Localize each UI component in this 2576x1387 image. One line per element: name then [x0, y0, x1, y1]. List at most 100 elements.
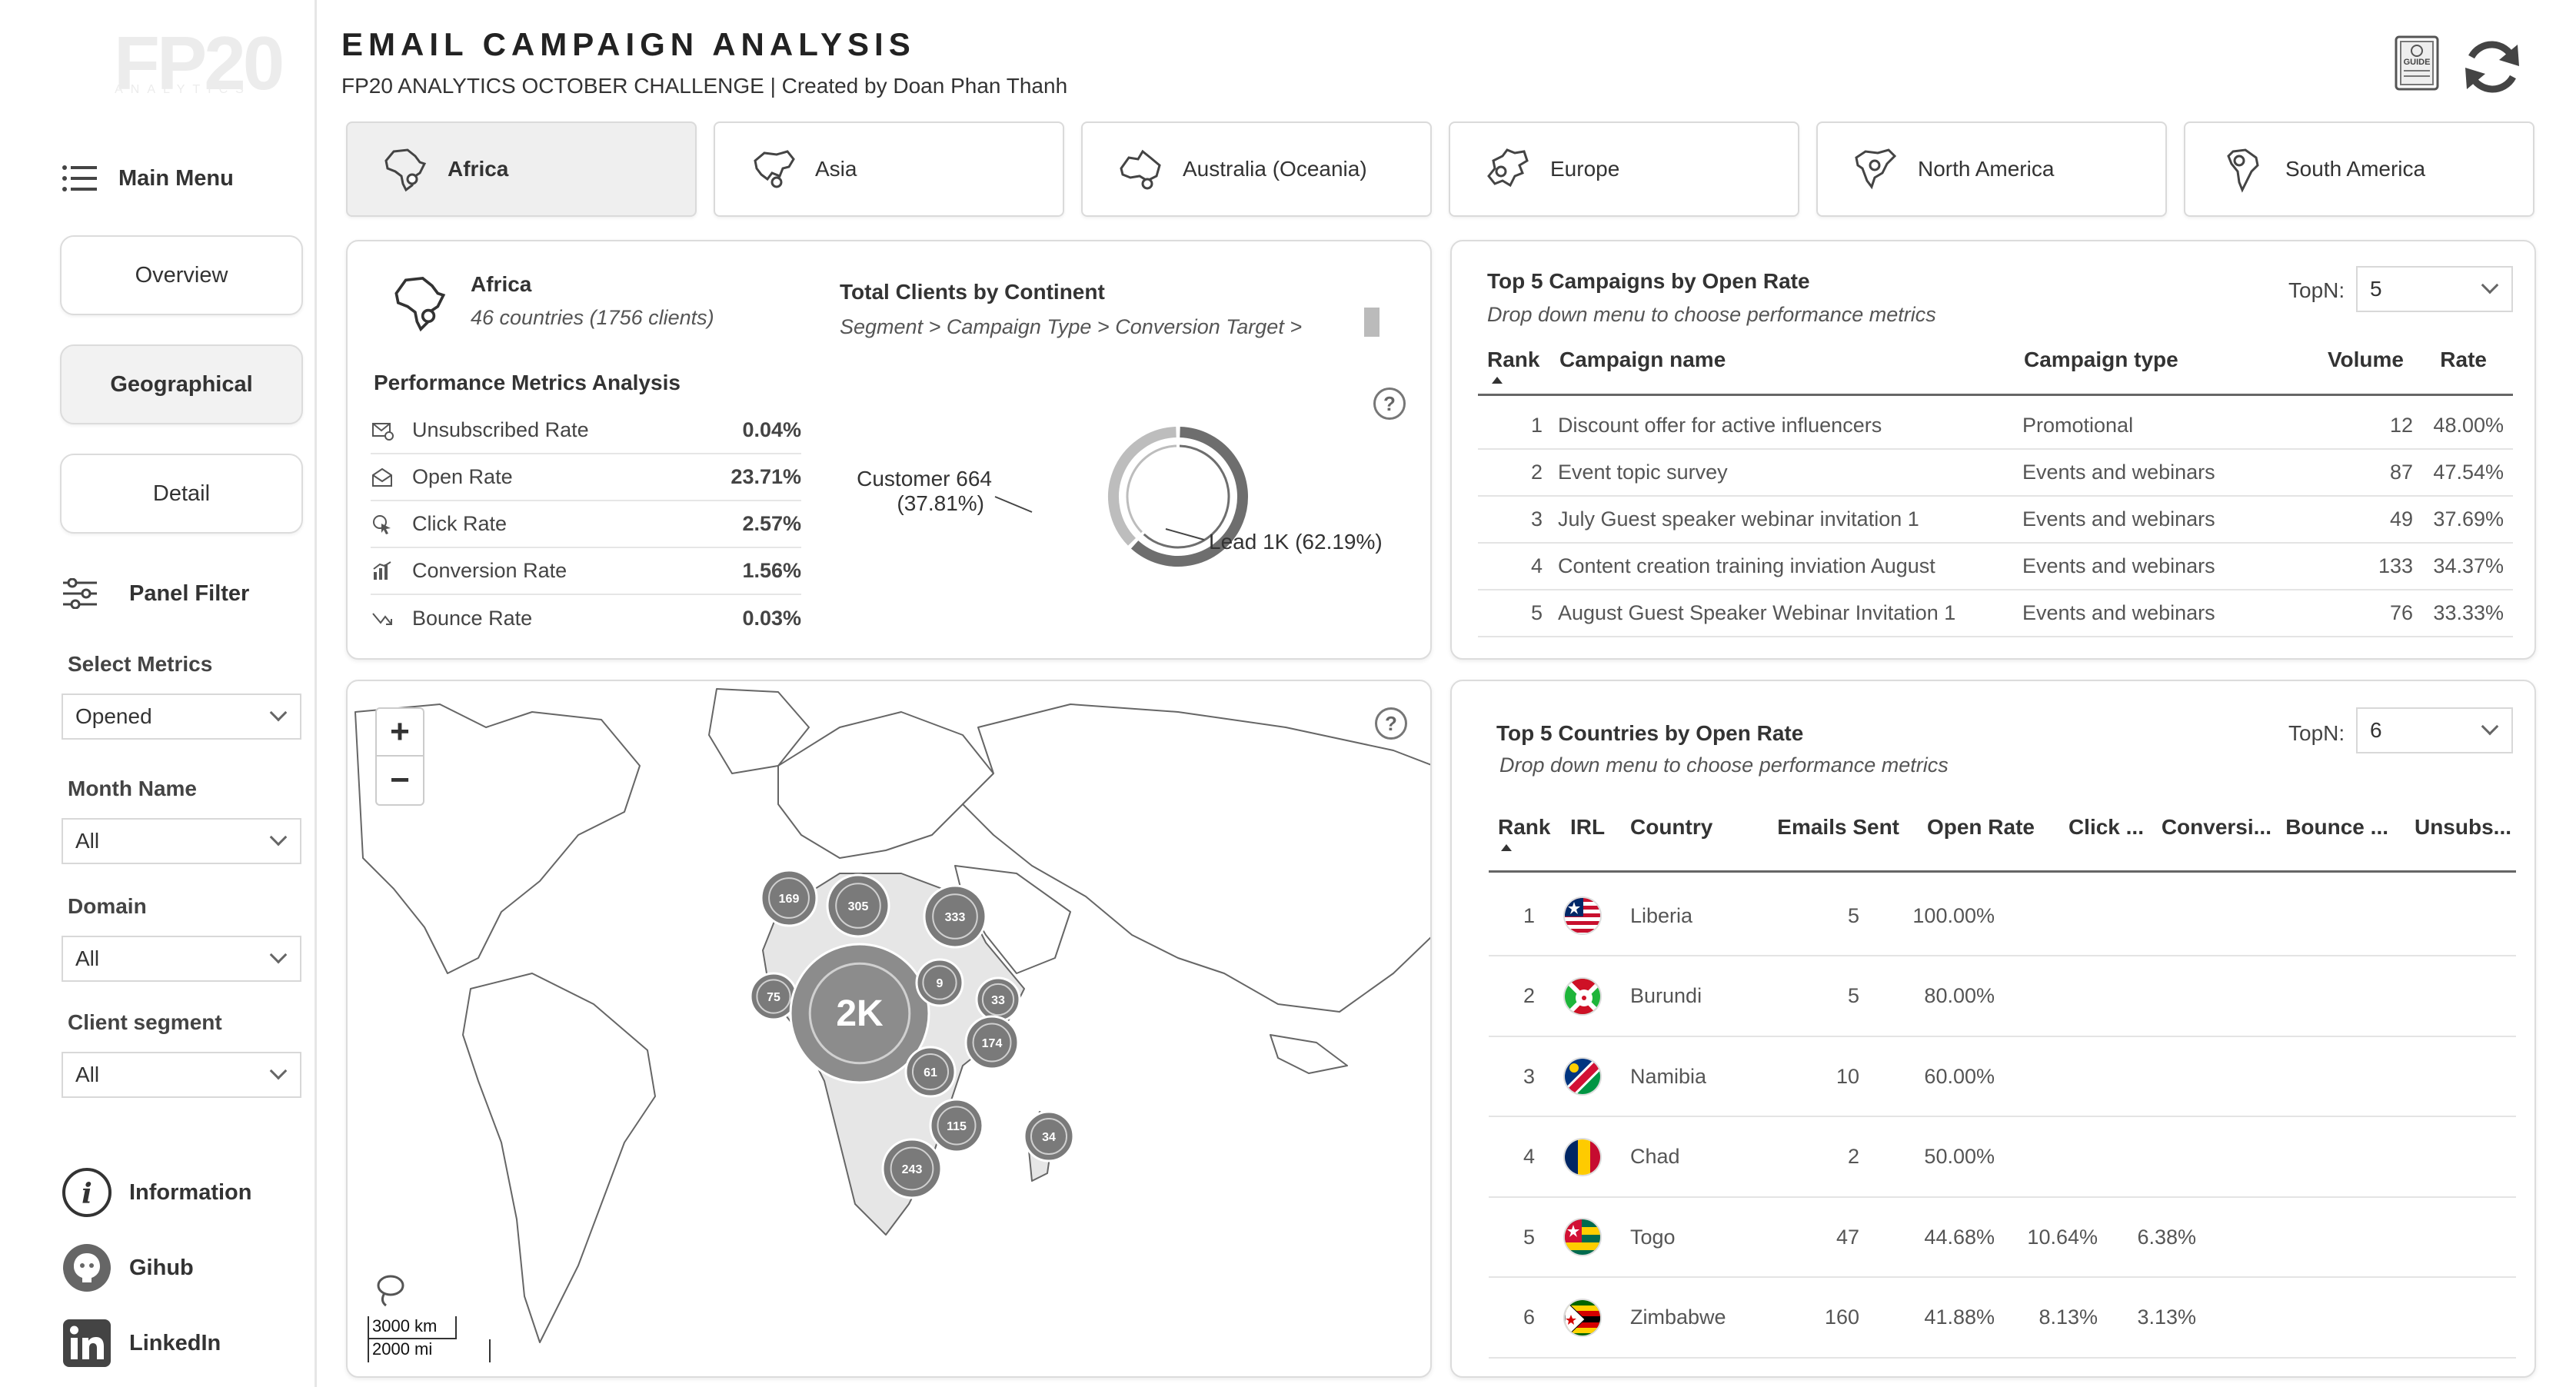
tab-south-america[interactable]: South America	[2184, 121, 2534, 217]
tab-north-america[interactable]: North America	[1816, 121, 2167, 217]
nav-overview[interactable]: Overview	[60, 235, 303, 315]
campaign-rate-cell: 33.33%	[2433, 601, 2504, 624]
map-cluster-label: 2K	[836, 993, 884, 1034]
column-conversion[interactable]: Conversi...	[2161, 815, 2271, 839]
country-conv-cell: 6.38%	[2137, 1225, 2196, 1249]
country-sent-cell: 10	[1835, 1064, 1859, 1088]
table-row[interactable]: 4 Chad 2 50.00%	[1489, 1118, 2516, 1198]
tab-australia[interactable]: Australia (Oceania)	[1081, 121, 1432, 217]
metric-value: 0.04%	[742, 418, 801, 441]
page-subtitle: FP20 ANALYTICS OCTOBER CHALLENGE | Creat…	[341, 74, 1068, 98]
map-cluster-label: 115	[947, 1120, 967, 1133]
donut-breadcrumb[interactable]: Segment > Campaign Type > Conversion Tar…	[840, 315, 1303, 338]
tab-africa[interactable]: Africa	[346, 121, 697, 217]
donut-slice-lead[interactable]	[1130, 427, 1248, 567]
campaign-type-cell: Events and webinars	[2022, 461, 2215, 484]
column-emails-sent[interactable]: Emails Sent	[1777, 815, 1899, 839]
countries-topn-dropdown[interactable]: 6	[2356, 707, 2513, 753]
column-campaign-type[interactable]: Campaign type	[2024, 348, 2178, 371]
tab-europe[interactable]: Europe	[1449, 121, 1799, 217]
campaigns-topn-dropdown[interactable]: 5	[2356, 266, 2513, 312]
table-row[interactable]: 2 Burundi 5 80.00%	[1489, 957, 2516, 1037]
linkedin-icon	[63, 1319, 111, 1367]
column-open-rate[interactable]: Open Rate	[1926, 815, 2035, 839]
campaign-rate-cell: 37.69%	[2433, 507, 2504, 531]
flag-burundi-icon	[1563, 976, 1602, 1016]
campaign-name-cell: Discount offer for active influencers	[1558, 414, 1882, 437]
column-rank[interactable]: Rank	[1498, 815, 1551, 839]
scale-mi: 2000 mi	[368, 1339, 491, 1362]
table-row[interactable]: 6 Zimbabwe 160 41.88% 8.13% 3.13%	[1489, 1279, 2516, 1359]
filter-sliders-icon	[63, 578, 97, 609]
column-bounce[interactable]: Bounce ...	[2285, 815, 2388, 839]
country-country-cell: Togo	[1630, 1225, 1676, 1249]
table-row[interactable]: 4 Content creation training inviation Aug…	[1478, 544, 2513, 590]
sort-ascending-icon	[1501, 844, 1512, 851]
guide-button[interactable]: GUIDE	[2393, 34, 2442, 96]
map-cluster-label: 33	[991, 994, 1005, 1007]
table-row[interactable]: 5 August Guest Speaker Webinar Invitation…	[1478, 590, 2513, 637]
map-cluster-label: 61	[924, 1066, 937, 1079]
summary-continent: Africa	[471, 272, 532, 296]
select-metrics-dropdown[interactable]: Opened	[62, 694, 301, 740]
donut-label-lead: Lead 1K (62.19%)	[1209, 530, 1383, 554]
chevron-down-icon	[269, 1062, 288, 1080]
column-irl[interactable]: IRL	[1570, 815, 1606, 839]
main-menu-button[interactable]: Main Menu	[62, 163, 234, 194]
world-map[interactable]: 169 305 333 75 2K 9 33 174 61 115 34 243	[348, 681, 1432, 1378]
country-sent-cell: 2	[1847, 1145, 1859, 1168]
campaign-type-cell: Promotional	[2022, 414, 2134, 437]
sidebar: FP20 ANALYTICS Main Menu Overview Geogra…	[0, 0, 317, 1387]
month-name-dropdown[interactable]: All	[62, 818, 301, 864]
map-cluster-ring	[1030, 1117, 1068, 1156]
donut-slice-customer[interactable]	[1108, 427, 1177, 546]
lasso-select-icon[interactable]	[375, 1273, 406, 1309]
metric-row-open: Open Rate 23.71%	[371, 454, 801, 501]
help-icon[interactable]: ?	[1373, 387, 1406, 420]
campaign-rate-cell: 34.37%	[2433, 554, 2504, 577]
column-campaign-name[interactable]: Campaign name	[1559, 348, 1726, 371]
table-row[interactable]: 2 Event topic survey Events and webinars 87…	[1478, 450, 2513, 497]
table-row[interactable]: 1 Liberia 5 100.00%	[1489, 876, 2516, 956]
column-unsubscribed[interactable]: Unsubs...	[2414, 815, 2511, 839]
donut-inner-ring	[1126, 444, 1177, 534]
tab-asia[interactable]: Asia	[714, 121, 1064, 217]
column-country[interactable]: Country	[1630, 815, 1713, 839]
client-segment-dropdown[interactable]: All	[62, 1052, 301, 1098]
column-click[interactable]: Click ...	[2068, 815, 2144, 839]
github-link[interactable]: Gihub	[62, 1242, 194, 1293]
column-rank[interactable]: Rank	[1487, 348, 1540, 371]
table-row[interactable]: 3 Namibia 10 60.00%	[1489, 1037, 2516, 1117]
nav-detail[interactable]: Detail	[60, 454, 303, 534]
table-row[interactable]: 5 Togo 47 44.68% 10.64% 6.38%	[1489, 1198, 2516, 1278]
map-panel: 169 305 333 75 2K 9 33 174 61 115 34 243 + − ? 3000…	[346, 680, 1432, 1378]
chevron-down-icon	[2481, 276, 2499, 294]
refresh-button[interactable]	[2459, 34, 2525, 104]
zoom-out-button[interactable]: −	[390, 761, 410, 799]
linkedin-link[interactable]: LinkedIn	[62, 1318, 221, 1369]
africa-map-icon	[384, 148, 427, 192]
table-row[interactable]: 1 Discount offer for active influencers Pr…	[1478, 403, 2513, 450]
nav-geographical[interactable]: Geographical	[60, 344, 303, 424]
topn-value: 6	[2370, 718, 2382, 742]
zoom-in-button[interactable]: +	[377, 709, 423, 757]
country-open-cell: 60.00%	[1924, 1064, 1995, 1088]
chevron-down-icon	[2481, 717, 2499, 736]
information-link[interactable]: i Information	[62, 1167, 252, 1218]
country-country-cell: Namibia	[1630, 1064, 1707, 1088]
tab-asia-label: Asia	[815, 157, 857, 181]
scrollbar-thumb[interactable]	[1364, 308, 1380, 337]
domain-dropdown[interactable]: All	[62, 936, 301, 982]
top-countries-panel: Top 5 Countries by Open Rate Drop down m…	[1450, 680, 2536, 1378]
metrics-title: Performance Metrics Analysis	[374, 371, 681, 394]
metric-value: 23.71%	[731, 465, 801, 488]
campaign-type-cell: Events and webinars	[2022, 554, 2215, 577]
table-row[interactable]: 3 July Guest speaker webinar invitation 1…	[1478, 497, 2513, 544]
south-america-shape	[462, 973, 656, 1343]
panel-filter-button[interactable]: Panel Filter	[62, 578, 249, 609]
column-rate[interactable]: Rate	[2440, 348, 2487, 371]
tab-africa-label: Africa	[448, 157, 509, 181]
map-help-icon[interactable]: ?	[1375, 707, 1407, 740]
campaign-rate-cell: 47.54%	[2433, 461, 2504, 484]
column-volume[interactable]: Volume	[2327, 348, 2404, 371]
